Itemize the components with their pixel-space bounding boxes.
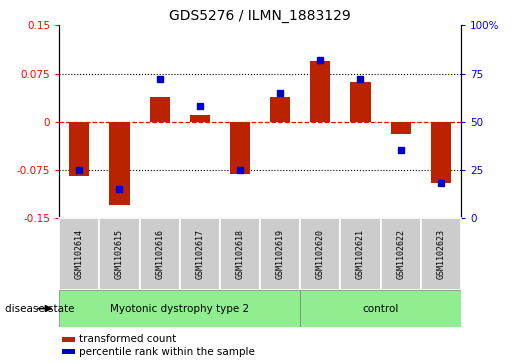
Text: GSM1102623: GSM1102623: [436, 229, 445, 279]
Text: GSM1102616: GSM1102616: [155, 229, 164, 279]
Bar: [149, 97, 169, 122]
Bar: [62, 337, 75, 342]
Bar: [99, 218, 140, 290]
Text: disease state: disease state: [5, 303, 75, 314]
Bar: [431, 122, 451, 183]
Bar: [300, 290, 461, 327]
Text: GSM1102618: GSM1102618: [235, 229, 245, 279]
Bar: [350, 82, 370, 122]
Bar: [59, 218, 99, 290]
Bar: [69, 122, 89, 176]
Bar: [220, 218, 260, 290]
Bar: [381, 218, 421, 290]
Bar: [59, 290, 300, 327]
Text: GSM1102615: GSM1102615: [115, 229, 124, 279]
Title: GDS5276 / ILMN_1883129: GDS5276 / ILMN_1883129: [169, 9, 351, 23]
Bar: [140, 218, 180, 290]
Text: GSM1102614: GSM1102614: [75, 229, 84, 279]
Text: transformed count: transformed count: [79, 334, 176, 344]
Bar: [390, 122, 410, 134]
Text: GSM1102620: GSM1102620: [316, 229, 325, 279]
Text: GSM1102619: GSM1102619: [276, 229, 285, 279]
Text: GSM1102621: GSM1102621: [356, 229, 365, 279]
Bar: [260, 218, 300, 290]
Bar: [310, 61, 330, 122]
Bar: [190, 115, 210, 122]
Bar: [421, 218, 461, 290]
Bar: [270, 97, 290, 122]
Text: control: control: [363, 303, 399, 314]
Text: percentile rank within the sample: percentile rank within the sample: [79, 347, 255, 356]
Bar: [340, 218, 381, 290]
Bar: [300, 218, 340, 290]
Text: Myotonic dystrophy type 2: Myotonic dystrophy type 2: [110, 303, 249, 314]
Bar: [62, 349, 75, 354]
Bar: [230, 122, 250, 174]
Bar: [109, 122, 129, 205]
Text: GSM1102622: GSM1102622: [396, 229, 405, 279]
Bar: [180, 218, 220, 290]
Text: GSM1102617: GSM1102617: [195, 229, 204, 279]
